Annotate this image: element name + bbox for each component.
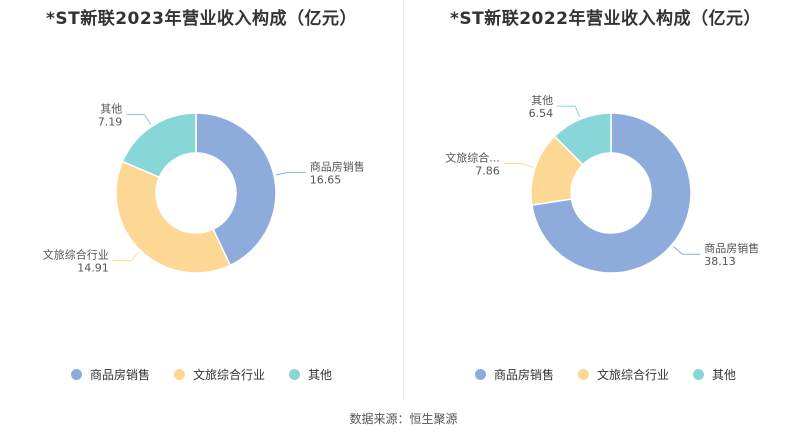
chart-title-2022: *ST新联2022年营业收入构成（亿元）	[449, 9, 762, 29]
legend-dot-icon	[474, 369, 486, 380]
slice-label: 其他	[100, 103, 122, 116]
panel-divider	[403, 0, 404, 400]
slice-label: 商品房销售	[310, 159, 365, 173]
leader-line	[672, 246, 701, 255]
legend-label: 商品房销售	[493, 368, 554, 382]
legend-label: 其他	[308, 368, 333, 382]
slice-value-label: 7.19	[98, 116, 123, 129]
legend-item-commercial-housing[interactable]: 商品房销售	[70, 366, 150, 383]
leader-line	[557, 105, 581, 118]
legend-2022: 商品房销售 文旅综合行业 其他	[404, 366, 807, 383]
leader-line	[503, 163, 534, 168]
slice-label: 文旅综合...	[445, 151, 500, 165]
slice-value-label: 38.13	[704, 255, 736, 268]
chart-panel-2022: *ST新联2022年营业收入构成（亿元） 商品房销售 38.13 文旅综合... 7.…	[404, 0, 807, 400]
leader-line	[126, 114, 152, 125]
leader-line	[112, 251, 140, 262]
slice-label: 文旅综合行业	[43, 248, 109, 262]
legend-item-cultural-tourism[interactable]: 文旅综合行业	[577, 366, 669, 383]
slice-value-label: 14.91	[77, 262, 109, 275]
slice-label: 其他	[531, 94, 553, 107]
legend-label: 文旅综合行业	[596, 368, 669, 382]
legend-dot-icon	[70, 369, 82, 380]
legend-label: 商品房销售	[89, 368, 150, 382]
pie-slice[interactable]	[195, 112, 277, 267]
pie-slice[interactable]	[121, 112, 197, 179]
slice-value-label: 6.54	[529, 107, 554, 120]
legend-item-commercial-housing[interactable]: 商品房销售	[474, 366, 554, 383]
legend-item-other[interactable]: 其他	[289, 366, 332, 383]
legend-dot-icon	[289, 369, 300, 380]
legend-2023: 商品房销售 文旅综合行业 其他	[0, 366, 403, 383]
slice-value-label: 16.65	[310, 173, 342, 186]
legend-dot-icon	[173, 369, 185, 380]
chart-panel-2023: *ST新联2023年营业收入构成（亿元） 商品房销售 16.65 文旅综合行业 14.…	[0, 0, 403, 400]
slice-label: 商品房销售	[704, 241, 759, 255]
legend-dot-icon	[693, 369, 704, 380]
legend-item-cultural-tourism[interactable]: 文旅综合行业	[173, 366, 265, 383]
data-source: 数据来源：恒生聚源	[349, 412, 458, 426]
legend-label: 文旅综合行业	[192, 368, 265, 382]
pie-slice[interactable]	[553, 112, 612, 166]
pie-slice[interactable]	[115, 160, 232, 274]
slice-value-label: 7.86	[475, 165, 500, 178]
legend-item-other[interactable]: 其他	[693, 366, 736, 383]
pie-slice[interactable]	[531, 112, 692, 274]
legend-label: 其他	[712, 368, 737, 382]
legend-dot-icon	[577, 369, 589, 380]
leader-line	[275, 171, 306, 176]
chart-title-2023: *ST新联2023年营业收入构成（亿元）	[45, 9, 358, 29]
